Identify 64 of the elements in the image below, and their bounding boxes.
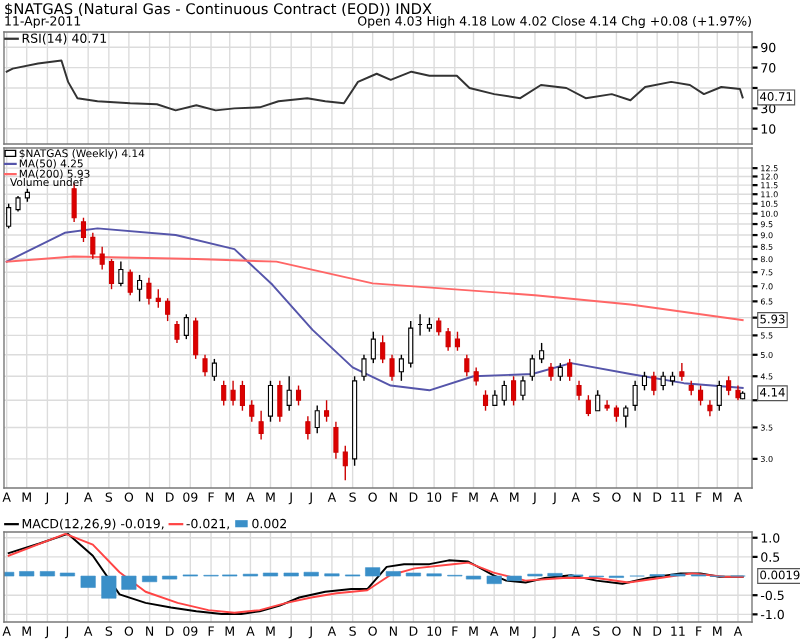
- candlestick: [651, 371, 657, 396]
- candlestick: [716, 380, 722, 412]
- candlestick: [632, 380, 638, 412]
- candlestick: [398, 354, 404, 382]
- candlestick: [679, 362, 685, 382]
- line-series: [5, 59, 744, 112]
- candlestick: [221, 380, 227, 407]
- candlestick: [464, 354, 470, 377]
- candlestick: [71, 182, 77, 223]
- candlestick: [707, 399, 713, 417]
- candlestick: [389, 354, 395, 382]
- candlestick: [445, 327, 451, 352]
- candlestick: [249, 399, 255, 423]
- candlestick: [641, 371, 648, 392]
- candlestick: [90, 232, 96, 260]
- candlestick: [454, 331, 461, 352]
- candlestick: [286, 375, 292, 412]
- candlestick: [595, 389, 601, 412]
- candlestick: [305, 415, 311, 441]
- candlestick: [267, 380, 274, 423]
- candlestick: [258, 410, 264, 441]
- candlestick: [165, 297, 171, 322]
- candlestick: [211, 358, 217, 382]
- candlestick: [155, 288, 161, 309]
- candlestick: [501, 380, 507, 407]
- candlestick: [277, 380, 283, 423]
- candlestick: [295, 384, 302, 407]
- candlestick: [482, 389, 489, 412]
- candlestick: [529, 354, 535, 382]
- candlestick: [342, 445, 348, 482]
- candlestick: [604, 399, 610, 412]
- candlestick: [511, 375, 517, 407]
- candlestick: [370, 331, 376, 364]
- candlestick: [183, 313, 189, 340]
- candlestick: [99, 246, 105, 271]
- candlestick: [585, 394, 591, 417]
- candlestick: [80, 217, 87, 243]
- candlestick: [146, 277, 152, 306]
- candlestick: [239, 380, 245, 412]
- candlestick: [623, 404, 629, 429]
- candlestick: [698, 384, 704, 407]
- candlestick: [127, 268, 133, 296]
- candlestick: [473, 366, 479, 387]
- candlestick: [539, 342, 545, 364]
- candlestick: [324, 399, 330, 423]
- candlestick: [576, 380, 582, 401]
- candlestick: [361, 354, 367, 382]
- line-series: [5, 255, 744, 322]
- candlestick: [567, 358, 573, 382]
- candlestick: [726, 375, 732, 396]
- candlestick: [202, 354, 208, 377]
- candlestick: [520, 375, 526, 401]
- candlestick: [193, 316, 199, 360]
- candlestick: [660, 371, 666, 392]
- candlestick: [408, 320, 414, 369]
- candlestick: [108, 258, 115, 290]
- candlestick: [314, 404, 320, 435]
- candlestick: [137, 274, 143, 303]
- candlestick: [174, 320, 180, 344]
- candlestick: [380, 334, 386, 364]
- candlestick: [230, 380, 236, 407]
- candlestick: [6, 202, 12, 230]
- candlestick: [333, 421, 339, 460]
- candlestick: [118, 260, 124, 287]
